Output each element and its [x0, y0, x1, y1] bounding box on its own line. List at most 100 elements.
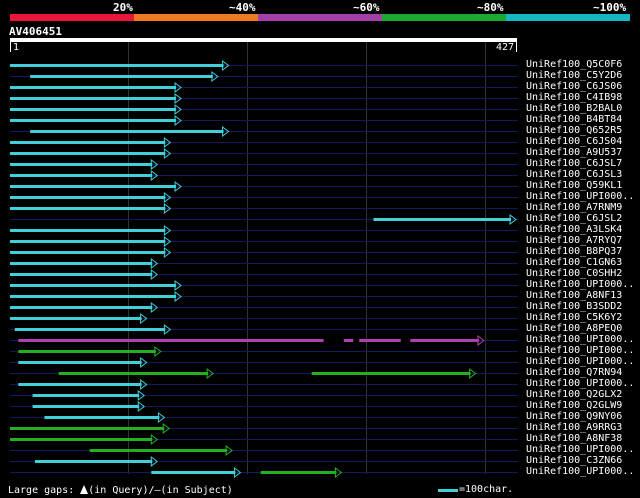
hit-segment[interactable]	[10, 196, 166, 199]
hit-label[interactable]: UniRef100_B2BAL0	[526, 103, 623, 114]
hit-end-arrow	[150, 456, 159, 467]
hit-label[interactable]: UniRef100_C5K6Y2	[526, 312, 623, 323]
hit-label[interactable]: UniRef100_Q2GLX2	[526, 389, 623, 400]
hit-label[interactable]: UniRef100_C6JSL7	[526, 158, 623, 169]
hit-label[interactable]: UniRef100_C6JS06	[526, 81, 623, 92]
hit-segment[interactable]	[151, 471, 236, 474]
hit-segment[interactable]	[10, 251, 166, 254]
hit-segment[interactable]	[10, 185, 177, 188]
hit-label[interactable]: UniRef100_UPI000..	[526, 378, 635, 389]
hit-segment[interactable]	[18, 339, 479, 342]
hit-label[interactable]: UniRef100_B4BT84	[526, 114, 623, 125]
hit-segment[interactable]	[32, 394, 140, 397]
hit-segment[interactable]	[10, 284, 177, 287]
hit-label[interactable]: UniRef100_A9RRG3	[526, 422, 623, 433]
hit-label[interactable]: UniRef100_A8NF38	[526, 433, 623, 444]
hit-end-arrow	[174, 93, 182, 104]
hit-segment[interactable]	[10, 273, 153, 276]
hit-segment[interactable]	[89, 449, 228, 452]
hit-end-arrow	[163, 192, 172, 203]
hit-end-arrow	[154, 346, 162, 357]
hit-label[interactable]: UniRef100_Q652R5	[526, 125, 623, 136]
hit-label[interactable]: UniRef100_Q7RN94	[526, 367, 623, 378]
hit-segment[interactable]	[18, 383, 142, 386]
hit-label[interactable]: UniRef100_A8PEQ0	[526, 323, 623, 334]
hit-segment[interactable]	[30, 75, 213, 78]
hit-label[interactable]: UniRef100_C3ZN66	[526, 455, 623, 466]
hit-end-arrow	[174, 181, 182, 192]
hit-end-arrow	[174, 280, 182, 291]
hit-segment[interactable]	[10, 427, 165, 430]
hit-segment[interactable]	[10, 97, 177, 100]
hit-label[interactable]: UniRef100_C1GN63	[526, 257, 623, 268]
hit-row-track	[10, 373, 518, 374]
hit-label[interactable]: UniRef100_UPI000..	[526, 191, 635, 202]
hit-label[interactable]: UniRef100_B8PQ37	[526, 246, 623, 257]
hit-label[interactable]: UniRef100_UPI000..	[526, 334, 635, 345]
hit-segment[interactable]	[18, 350, 156, 353]
hit-label[interactable]: UniRef100_Q5C0F6	[526, 59, 623, 70]
hit-segment[interactable]	[311, 372, 471, 375]
hit-label[interactable]: UniRef100_C4IB98	[526, 92, 623, 103]
hit-segment[interactable]	[10, 163, 153, 166]
hit-segment[interactable]	[14, 328, 166, 331]
hit-label[interactable]: UniRef100_C5Y2D6	[526, 70, 623, 81]
hit-segment[interactable]	[30, 130, 224, 133]
hit-end-arrow	[163, 247, 172, 258]
hit-label[interactable]: UniRef100_C6JS04	[526, 136, 623, 147]
hit-label[interactable]: UniRef100_C6JSL3	[526, 169, 623, 180]
hit-label[interactable]: UniRef100_UPI000..	[526, 345, 635, 356]
hit-segment[interactable]	[260, 471, 337, 474]
hit-label[interactable]: UniRef100_Q2GLW9	[526, 400, 623, 411]
hit-label[interactable]: UniRef100_UPI000..	[526, 356, 635, 367]
hit-label[interactable]: UniRef100_UPI000..	[526, 279, 635, 290]
hit-label[interactable]: UniRef100_UPI000..	[526, 466, 635, 477]
hit-row-track	[10, 153, 518, 154]
hit-label[interactable]: UniRef100_A7RYQ7	[526, 235, 623, 246]
hit-segment[interactable]	[10, 207, 166, 210]
hit-label[interactable]: UniRef100_UPI000..	[526, 444, 635, 455]
hit-segment[interactable]	[10, 240, 166, 243]
hit-segment[interactable]	[32, 405, 140, 408]
hit-label[interactable]: UniRef100_A7RNM9	[526, 202, 623, 213]
hit-segment[interactable]	[10, 108, 177, 111]
ruler-end-tick	[516, 42, 517, 52]
hit-segment[interactable]	[10, 438, 153, 441]
hit-segment[interactable]	[18, 361, 142, 364]
hit-segment[interactable]	[10, 306, 153, 309]
identity-color-bar-cyan	[506, 14, 630, 21]
hit-label[interactable]: UniRef100_A3LSK4	[526, 224, 623, 235]
hit-label[interactable]: UniRef100_C0SHH2	[526, 268, 623, 279]
hit-segment[interactable]	[373, 218, 511, 221]
hit-segment[interactable]	[10, 152, 166, 155]
hit-end-arrow	[174, 104, 182, 115]
hit-label[interactable]: UniRef100_B3SDD2	[526, 301, 623, 312]
hit-segment[interactable]	[10, 317, 142, 320]
hit-segment[interactable]	[58, 372, 209, 375]
hit-segment[interactable]	[34, 460, 153, 463]
hit-row-track	[10, 307, 518, 308]
hit-row-track	[10, 450, 518, 451]
hit-label[interactable]: UniRef100_Q9NY06	[526, 411, 623, 422]
hit-row-track	[10, 164, 518, 165]
hit-label[interactable]: UniRef100_A8NF13	[526, 290, 623, 301]
hit-end-arrow	[140, 357, 148, 368]
hit-end-arrow	[477, 335, 485, 346]
hit-segment[interactable]	[10, 86, 177, 89]
hit-segment[interactable]	[10, 295, 177, 298]
hit-label[interactable]: UniRef100_A9U537	[526, 147, 623, 158]
hit-label[interactable]: UniRef100_Q59KL1	[526, 180, 623, 191]
hit-segment[interactable]	[44, 416, 160, 419]
subject-gap-dash: —	[154, 485, 161, 496]
hit-row-track	[10, 252, 518, 253]
hit-segment[interactable]	[10, 262, 153, 265]
hit-segment[interactable]	[10, 229, 166, 232]
percent-label-100: ~100%	[593, 1, 627, 14]
hit-segment[interactable]	[10, 141, 166, 144]
hit-row-track	[10, 428, 518, 429]
hit-segment[interactable]	[10, 174, 153, 177]
hit-label[interactable]: UniRef100_C6JSL2	[526, 213, 623, 224]
hit-segment[interactable]	[10, 64, 224, 67]
hit-segment[interactable]	[10, 119, 177, 122]
identity-color-bar-orange	[134, 14, 258, 21]
